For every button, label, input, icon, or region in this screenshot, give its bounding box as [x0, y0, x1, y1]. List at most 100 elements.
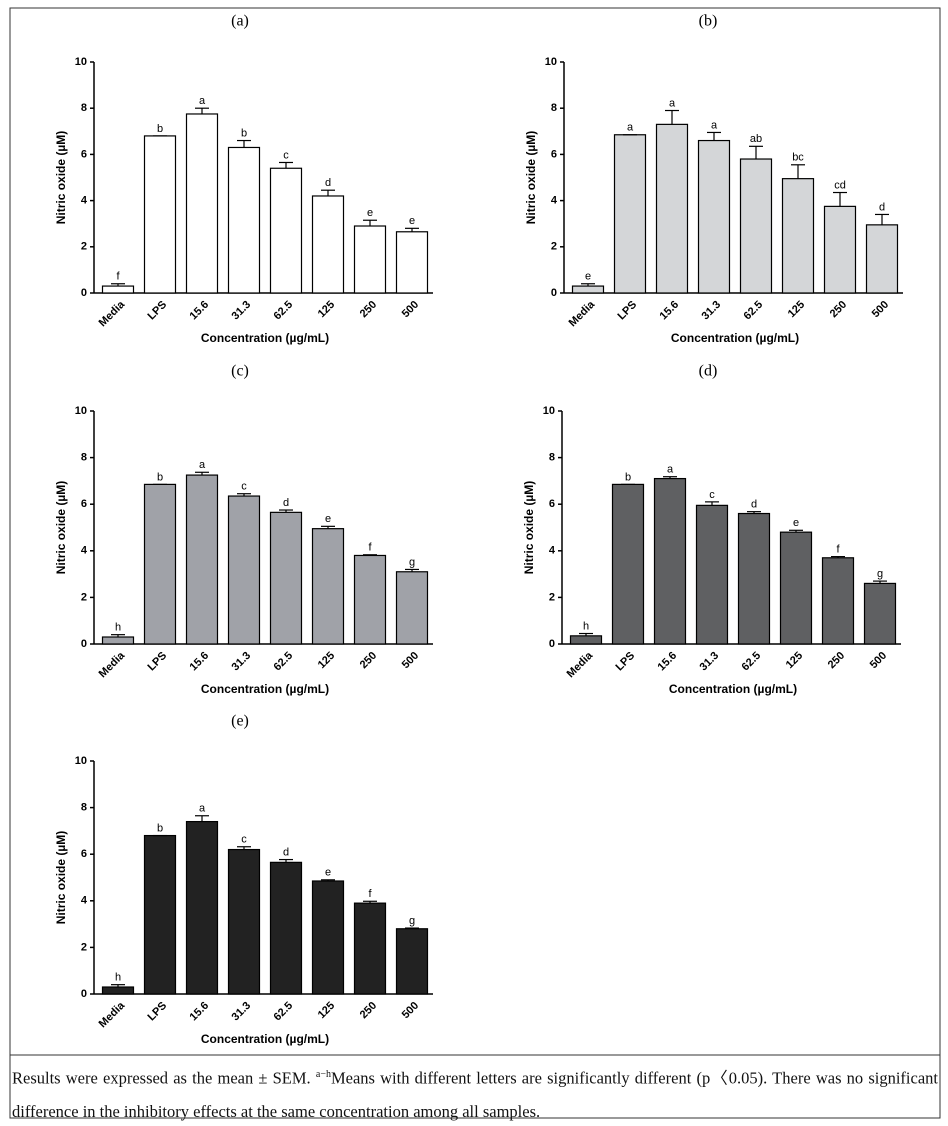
y-axis-title: Nitric oxide (µM): [54, 481, 68, 575]
x-axis-title: Concentration (µg/mL): [201, 1032, 329, 1046]
bar: [311, 528, 345, 645]
x-tick-label: Media: [97, 298, 128, 329]
caption-superscript: a−h: [315, 1069, 331, 1080]
significance-letter: b: [241, 127, 247, 139]
significance-letter: c: [283, 149, 289, 161]
bar: [737, 512, 771, 645]
y-tick-label: 4: [81, 895, 88, 907]
significance-letter: d: [325, 177, 331, 189]
significance-letter: f: [836, 544, 840, 556]
significance-letter: a: [627, 122, 634, 134]
bar: [269, 861, 303, 995]
bar: [865, 224, 899, 294]
bar: [655, 123, 689, 294]
x-tick-label: 62.5: [272, 299, 296, 323]
y-tick-label: 6: [81, 148, 87, 160]
x-tick-label: 250: [826, 650, 847, 671]
significance-letter: h: [115, 972, 121, 984]
significance-letter: bc: [792, 152, 804, 164]
significance-letter: h: [583, 620, 589, 632]
x-tick-label: 31.3: [698, 650, 722, 674]
significance-letter: g: [409, 556, 415, 568]
y-axis-title: Nitric oxide (µM): [54, 831, 68, 925]
significance-letter: f: [368, 888, 372, 900]
x-tick-label: 31.3: [230, 650, 254, 674]
bar: [311, 880, 345, 995]
significance-letter: e: [585, 271, 591, 283]
bar: [395, 231, 429, 294]
bar: [779, 531, 813, 645]
x-tick-label: 125: [784, 650, 805, 671]
significance-letter: a: [199, 459, 206, 471]
bar: [185, 820, 219, 995]
significance-letter: c: [241, 834, 247, 846]
panel-label: (b): [699, 13, 718, 30]
y-tick-label: 4: [81, 545, 88, 557]
x-tick-label: Media: [97, 999, 128, 1030]
bar: [613, 134, 647, 294]
significance-letter: b: [157, 471, 163, 483]
significance-letter: e: [409, 215, 415, 227]
significance-letter: f: [116, 271, 120, 283]
bar: [185, 113, 219, 294]
significance-letter: a: [667, 464, 674, 476]
x-tick-label: 250: [358, 299, 379, 320]
bar: [821, 557, 855, 645]
bar: [185, 474, 219, 645]
y-tick-label: 6: [81, 498, 87, 510]
x-tick-label: LPS: [146, 299, 170, 323]
y-tick-label: 10: [75, 755, 87, 767]
bar: [101, 986, 135, 995]
bar: [823, 205, 857, 294]
bar: [227, 495, 261, 645]
x-tick-label: LPS: [146, 1000, 170, 1024]
y-tick-label: 2: [551, 241, 557, 253]
bar: [101, 636, 135, 645]
y-tick-label: 4: [551, 195, 558, 207]
significance-letter: b: [157, 123, 163, 135]
x-tick-label: 500: [870, 299, 891, 320]
x-tick-label: 62.5: [740, 650, 764, 674]
x-tick-label: LPS: [146, 650, 170, 674]
bar: [695, 504, 729, 645]
significance-letter: e: [793, 517, 799, 529]
bar: [143, 834, 177, 995]
x-tick-label: 62.5: [742, 299, 766, 323]
significance-letter: a: [199, 95, 206, 107]
significance-letter: f: [368, 542, 372, 554]
bar: [353, 902, 387, 995]
bar: [739, 158, 773, 294]
bar: [697, 139, 731, 294]
significance-letter: ab: [750, 133, 762, 145]
bar: [143, 483, 177, 645]
significance-letter: d: [751, 499, 757, 511]
significance-letter: e: [367, 207, 373, 219]
y-tick-label: 8: [81, 102, 87, 114]
significance-letter: g: [409, 915, 415, 927]
significance-letter: d: [879, 201, 885, 213]
y-tick-label: 2: [81, 941, 87, 953]
y-tick-label: 6: [81, 848, 87, 860]
bar: [101, 285, 135, 294]
significance-letter: e: [325, 867, 331, 879]
y-tick-label: 10: [75, 56, 87, 68]
panel-label: (d): [699, 363, 718, 380]
x-tick-label: LPS: [614, 650, 638, 674]
caption-text: Means with different letters are signifi…: [12, 1068, 938, 1121]
caption: Results were expressed as the mean ± SEM…: [12, 1058, 938, 1126]
significance-letter: d: [283, 846, 289, 858]
panel-label: (a): [231, 13, 249, 30]
panel-label: (c): [231, 363, 249, 380]
frame: [9, 7, 941, 1119]
x-tick-label: 15.6: [188, 1000, 212, 1024]
x-axis-title: Concentration (µg/mL): [669, 682, 797, 696]
x-tick-label: Media: [565, 649, 596, 680]
y-axis-title: Nitric oxide (µM): [54, 131, 68, 225]
bar: [353, 225, 387, 294]
significance-letter: cd: [834, 179, 846, 191]
y-tick-label: 10: [545, 56, 557, 68]
significance-letter: g: [877, 568, 883, 580]
x-tick-label: 250: [828, 299, 849, 320]
